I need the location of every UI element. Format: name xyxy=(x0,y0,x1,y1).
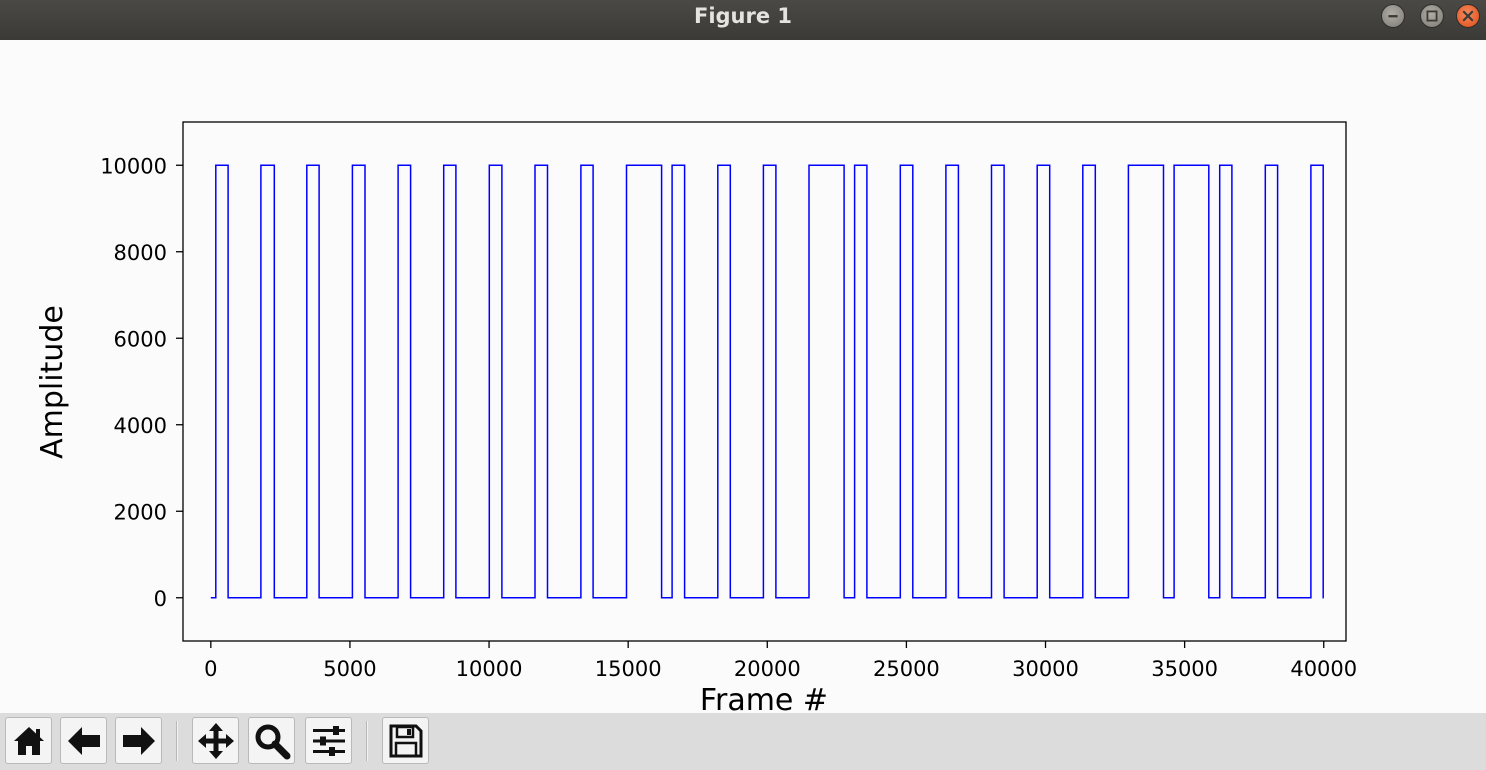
forward-button[interactable] xyxy=(115,717,162,764)
window-title: Figure 1 xyxy=(693,4,793,28)
x-tick-label: 40000 xyxy=(1290,657,1357,681)
y-tick-label: 8000 xyxy=(114,241,167,265)
arrow-left-icon xyxy=(68,727,100,755)
minimize-button[interactable] xyxy=(1381,4,1405,28)
magnifier-icon xyxy=(255,724,291,760)
plot-area xyxy=(183,122,1346,641)
x-tick-label: 5000 xyxy=(323,657,376,681)
toolbar-separator xyxy=(366,721,368,761)
x-tick-label: 35000 xyxy=(1151,657,1218,681)
minimize-icon xyxy=(1388,15,1398,18)
y-axis-label: Amplitude xyxy=(35,305,70,459)
maximize-icon xyxy=(1426,10,1438,22)
sliders-icon xyxy=(313,726,345,756)
close-button[interactable] xyxy=(1456,4,1480,28)
x-tick-label: 10000 xyxy=(456,657,523,681)
close-icon xyxy=(1462,10,1474,22)
x-tick-label: 15000 xyxy=(595,657,662,681)
maximize-button[interactable] xyxy=(1420,4,1444,28)
x-axis-label: Frame # xyxy=(700,683,828,713)
y-tick-label: 4000 xyxy=(114,414,167,438)
y-tick-label: 10000 xyxy=(100,154,167,178)
zoom-button[interactable] xyxy=(248,717,295,764)
move-icon xyxy=(198,723,234,759)
y-tick-label: 6000 xyxy=(114,327,167,351)
navigation-toolbar xyxy=(0,713,1486,770)
pan-button[interactable] xyxy=(192,717,239,764)
configure-subplots-button[interactable] xyxy=(305,717,352,764)
chart: 0 5000 10000 15000 20000 25000 30000 35000 40000… xyxy=(35,121,1357,713)
x-tick-label: 0 xyxy=(204,657,217,681)
y-tick-label: 2000 xyxy=(114,500,167,524)
figure-canvas[interactable]: 0 5000 10000 15000 20000 25000 30000 35000 40000… xyxy=(0,40,1486,713)
x-tick-label: 30000 xyxy=(1012,657,1079,681)
home-button[interactable] xyxy=(5,717,52,764)
axes-frame xyxy=(182,121,1347,642)
y-tick-label: 0 xyxy=(154,587,167,611)
back-button[interactable] xyxy=(60,717,107,764)
x-tick-label: 25000 xyxy=(873,657,940,681)
arrow-right-icon xyxy=(123,727,155,755)
toolbar-separator xyxy=(176,721,178,761)
home-icon xyxy=(14,727,44,755)
save-button[interactable] xyxy=(382,717,429,764)
window-titlebar[interactable]: Figure 1 xyxy=(0,0,1486,40)
floppy-disk-icon xyxy=(389,724,423,758)
x-tick-label: 20000 xyxy=(734,657,801,681)
series-line xyxy=(210,164,1324,599)
